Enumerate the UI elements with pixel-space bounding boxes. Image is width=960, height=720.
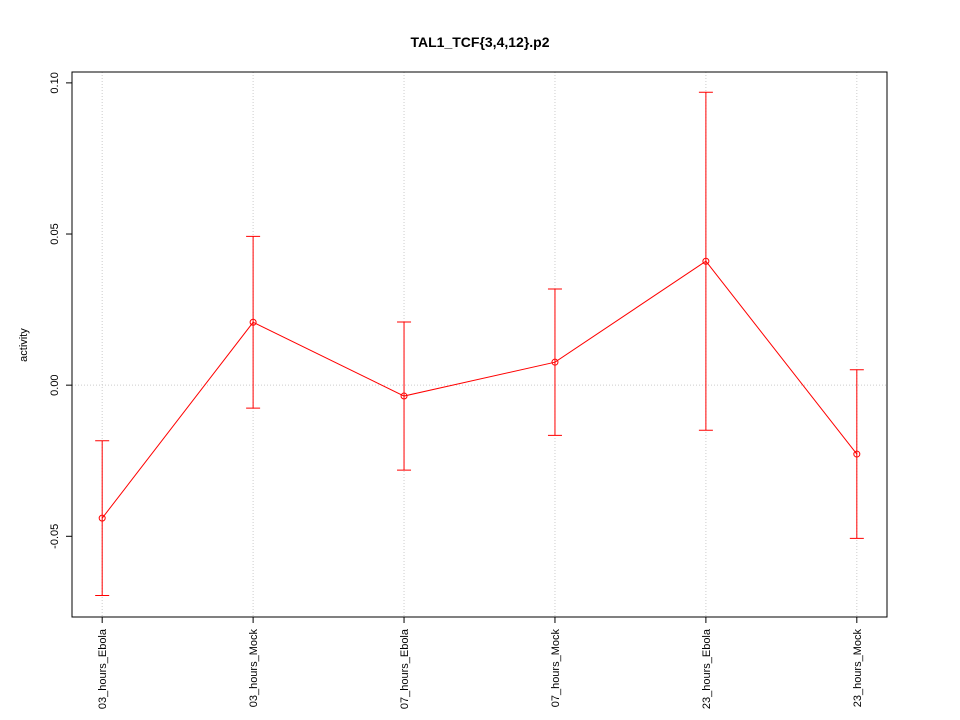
point bbox=[853, 450, 861, 458]
chart-title: TAL1_TCF{3,4,12}.p2 bbox=[410, 34, 549, 50]
error-bar bbox=[849, 369, 864, 539]
point bbox=[98, 514, 106, 522]
point bbox=[702, 257, 710, 265]
y-axis-label: activity bbox=[18, 328, 30, 362]
y-tick-label: -0.05 bbox=[49, 524, 61, 549]
x-tick-label: 07_hours_Mock bbox=[550, 629, 562, 708]
x-tick-label: 23_hours_Ebola bbox=[701, 628, 713, 709]
series-line bbox=[101, 260, 858, 519]
error-bar bbox=[397, 321, 412, 471]
point bbox=[551, 358, 559, 366]
x-tick-label: 03_hours_Mock bbox=[248, 629, 260, 708]
x-tick-label: 03_hours_Ebola bbox=[97, 628, 109, 709]
x-tick-label: 07_hours_Ebola bbox=[399, 628, 411, 709]
error-bar bbox=[698, 91, 713, 431]
error-bar bbox=[547, 288, 562, 436]
x-tick-label: 23_hours_Mock bbox=[852, 629, 864, 708]
error-bar bbox=[246, 235, 261, 409]
point bbox=[400, 392, 408, 400]
point bbox=[249, 318, 257, 326]
y-tick-label: 0.05 bbox=[49, 223, 61, 244]
y-tick-label: 0.10 bbox=[49, 72, 61, 93]
plot-frame bbox=[71, 71, 888, 618]
y-tick-label: 0.00 bbox=[49, 374, 61, 395]
error-bar bbox=[95, 440, 110, 597]
